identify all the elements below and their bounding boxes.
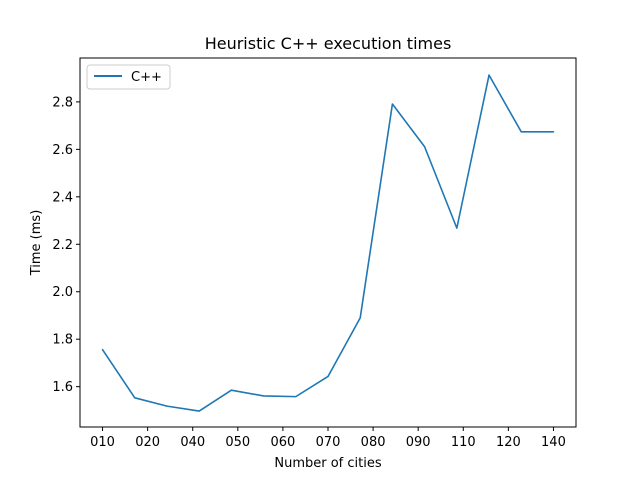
y-axis: 1.6 1.8 2.0 2.2 2.4 2.6 2.8 [52, 95, 80, 395]
x-tick-label: 050 [225, 435, 250, 450]
x-axis: 010 020 040 050 060 070 080 090 110 120 140 [90, 427, 566, 450]
y-axis-label: Time (ms) [29, 210, 44, 277]
series-layer [101, 74, 555, 412]
x-tick-label: 110 [451, 435, 476, 450]
x-tick-label: 040 [180, 435, 205, 450]
y-tick-label: 2.0 [52, 285, 73, 300]
y-tick-label: 1.6 [52, 380, 73, 395]
x-tick-label: 020 [135, 435, 160, 450]
x-axis-label: Number of cities [274, 456, 381, 471]
legend-label: C++ [131, 70, 162, 85]
x-tick-label: 060 [270, 435, 295, 450]
x-tick-label: 140 [541, 435, 566, 450]
x-tick-label: 090 [406, 435, 431, 450]
series-line [101, 74, 555, 412]
y-tick-label: 1.8 [52, 333, 73, 348]
x-tick-label: 120 [496, 435, 521, 450]
x-tick-label: 070 [316, 435, 341, 450]
legend: C++ [86, 64, 171, 90]
legend-box [86, 64, 171, 90]
y-tick-label: 2.4 [52, 190, 73, 205]
x-tick-label: 010 [90, 435, 115, 450]
y-tick-label: 2.6 [52, 143, 73, 158]
plot-frame [79, 57, 577, 428]
x-tick-label: 080 [361, 435, 386, 450]
y-tick-label: 2.8 [52, 95, 73, 110]
y-tick-label: 2.2 [52, 238, 73, 253]
chart-title: Heuristic C++ execution times [205, 34, 452, 53]
